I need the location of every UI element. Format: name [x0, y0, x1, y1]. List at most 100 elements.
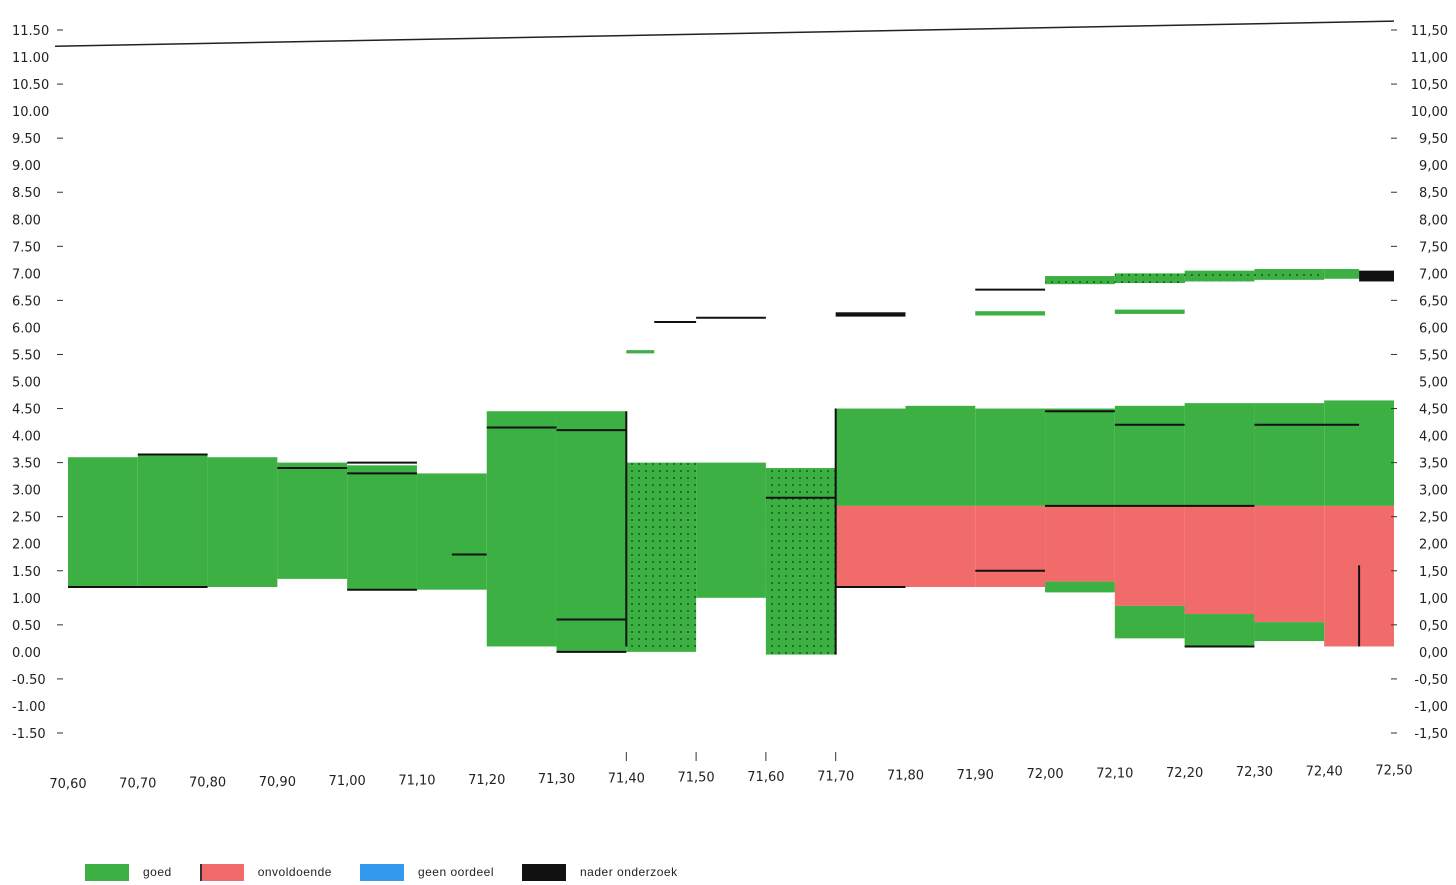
legend-label-onvoldoende: onvoldoende [257, 865, 332, 879]
right-tick-label: 3,50 [1419, 457, 1448, 472]
segment-goed-34 [1114, 309, 1185, 314]
legend-swatch-geen-oordeel [359, 863, 404, 881]
x-axis: 70,60 70,70 70,80 70,90 71,00 71,10 71,20 71,30… [49, 752, 1413, 792]
segment-goed-13 [975, 408, 1046, 506]
segment-goed-31 [626, 350, 655, 354]
left-tick-label: -1.50 [12, 727, 46, 742]
left-tick-label: 11.50 [12, 24, 49, 39]
segment-goed-33 [975, 311, 1046, 316]
right-tick-label: -1,00 [1414, 700, 1448, 715]
right-tick-label: 10,50 [1411, 78, 1448, 93]
segment-goed-17 [1254, 403, 1325, 506]
left-tick-label: 2.50 [12, 511, 41, 526]
right-tick-label: 3,00 [1419, 484, 1448, 499]
segment-goed-6 [486, 411, 557, 647]
right-tick-label: 5,50 [1419, 348, 1448, 363]
x-tick-label: 72,40 [1306, 764, 1343, 779]
left-tick-label: 2.00 [12, 538, 41, 553]
right-tick-label: 1,00 [1419, 592, 1448, 607]
segment-goed-3 [277, 462, 348, 579]
right-tick-label: 5,00 [1419, 376, 1448, 391]
segment-goed-15 [1114, 405, 1185, 506]
right-tick-label: 11,50 [1411, 24, 1448, 39]
left-tick-label: 0.50 [12, 619, 41, 634]
right-tick-label: 7,50 [1419, 240, 1448, 255]
x-tick-label: 71,00 [329, 774, 366, 789]
segment-dots-8 [626, 462, 697, 652]
segment-dots-36 [1114, 273, 1185, 284]
left-tick-label: 6.50 [12, 294, 41, 309]
reference-line [54, 20, 1395, 47]
segment-onvoldoende-24 [1184, 505, 1255, 615]
right-tick-label: 2,00 [1419, 538, 1448, 553]
segment-goed-1 [137, 454, 208, 587]
right-tick-label: 7,00 [1419, 267, 1448, 282]
left-tick-label: 7.00 [12, 267, 41, 282]
right-tick-label: 0,50 [1419, 619, 1448, 634]
legend-item-geen-oordeel: geen oordeel [359, 863, 494, 881]
x-tick-label: 72,00 [1026, 767, 1063, 782]
left-tick-label: 7.50 [12, 240, 41, 255]
right-tick-label: 9,00 [1419, 159, 1448, 174]
left-y-axis: 11.50 11.00 10.50 10.00 9.50 9.00 8.50 8.00 7.50… [12, 24, 63, 742]
left-tick-label: 11.00 [12, 51, 49, 66]
legend-swatch-goed [85, 863, 129, 881]
segments-layer [68, 269, 1394, 655]
segment-onvoldoende-22 [1045, 505, 1115, 582]
left-tick-label: -0.50 [12, 673, 46, 688]
segment-nader-onderzoek-40 [1359, 270, 1394, 282]
legend-item-onvoldoende: onvoldoende [199, 863, 332, 881]
left-tick-label: 5.50 [12, 348, 41, 363]
x-tick-label: 70,70 [119, 776, 156, 791]
segment-goed-27 [1045, 581, 1115, 593]
right-tick-label: 4,00 [1419, 430, 1448, 445]
left-tick-label: 9.50 [12, 132, 41, 147]
legend: goed onvoldoende geen oordeel nader onde… [85, 860, 706, 884]
left-tick-label: 9.00 [12, 159, 41, 174]
right-tick-label: 8,50 [1419, 186, 1448, 201]
left-tick-label: 3.00 [12, 484, 41, 499]
x-tick-label: 72,30 [1236, 765, 1273, 780]
reference-line-layer [54, 20, 1395, 47]
segment-onvoldoende-21 [975, 505, 1046, 587]
segment-onvoldoende-19 [835, 505, 906, 587]
x-tick-label: 70,60 [49, 777, 86, 792]
segment-goed-7 [556, 411, 627, 652]
left-tick-label: -1.00 [12, 700, 46, 715]
level-lines-layer [68, 288, 1361, 655]
segment-goed-0 [68, 457, 138, 587]
legend-swatch-onvoldoende [199, 863, 244, 881]
legend-label-goed: goed [143, 865, 172, 879]
right-y-axis: 11,50 11,00 10,50 10,00 9,50 9,00 8,50 8,00 7,50… [1391, 24, 1448, 742]
left-tick-label: 5.00 [12, 376, 41, 391]
x-tick-label: 72,10 [1096, 767, 1133, 782]
legend-label-geen-oordeel: geen oordeel [417, 865, 494, 879]
right-tick-label: 8,00 [1419, 213, 1448, 228]
left-tick-label: 0.00 [12, 646, 41, 661]
segment-dots-37 [1184, 270, 1255, 282]
segment-onvoldoende-20 [905, 505, 976, 587]
x-tick-label: 71,20 [468, 773, 505, 788]
left-tick-label: 8.00 [12, 213, 41, 228]
segment-dots-35 [1045, 276, 1115, 285]
left-tick-label: 4.00 [12, 430, 41, 445]
right-tick-label: 0,00 [1419, 646, 1448, 661]
segment-goed-39 [1324, 269, 1360, 279]
x-tick-label: 71,70 [817, 769, 854, 784]
right-tick-label: 11,00 [1411, 51, 1448, 66]
right-tick-label: 9,50 [1419, 132, 1448, 147]
right-tick-label: -1,50 [1414, 727, 1448, 742]
left-tick-label: 10.00 [12, 105, 49, 120]
segment-dots-10 [765, 468, 836, 655]
right-tick-label: 2,50 [1419, 511, 1448, 526]
right-tick-label: 4,50 [1419, 403, 1448, 418]
left-tick-label: 1.00 [12, 592, 41, 607]
segment-goed-12 [905, 405, 976, 506]
left-tick-label: 3.50 [12, 457, 41, 472]
legend-item-nader-onderzoek: nader onderzoek [522, 863, 678, 881]
segment-onvoldoende-23 [1114, 505, 1185, 606]
left-tick-label: 10.50 [12, 78, 49, 93]
right-tick-label: 10,00 [1411, 105, 1448, 120]
x-tick-label: 72,20 [1166, 766, 1203, 781]
